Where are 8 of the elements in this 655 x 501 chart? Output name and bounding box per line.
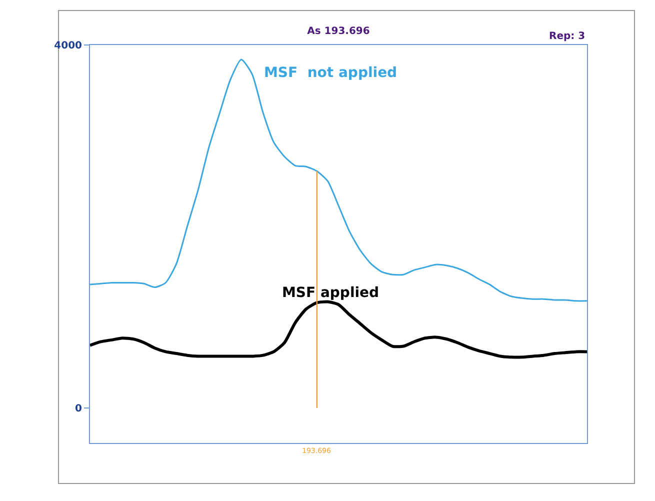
y-tick-label: 0 [75, 403, 82, 414]
line-series [90, 58, 587, 302]
chart-title: As 193.696 [307, 26, 370, 37]
line-series [90, 300, 587, 359]
y-tick-label: 4000 [54, 40, 82, 52]
series-label: MSF applied [282, 285, 380, 301]
series-label: MSF not applied [264, 65, 398, 81]
text: Rep: 3 [549, 31, 586, 42]
